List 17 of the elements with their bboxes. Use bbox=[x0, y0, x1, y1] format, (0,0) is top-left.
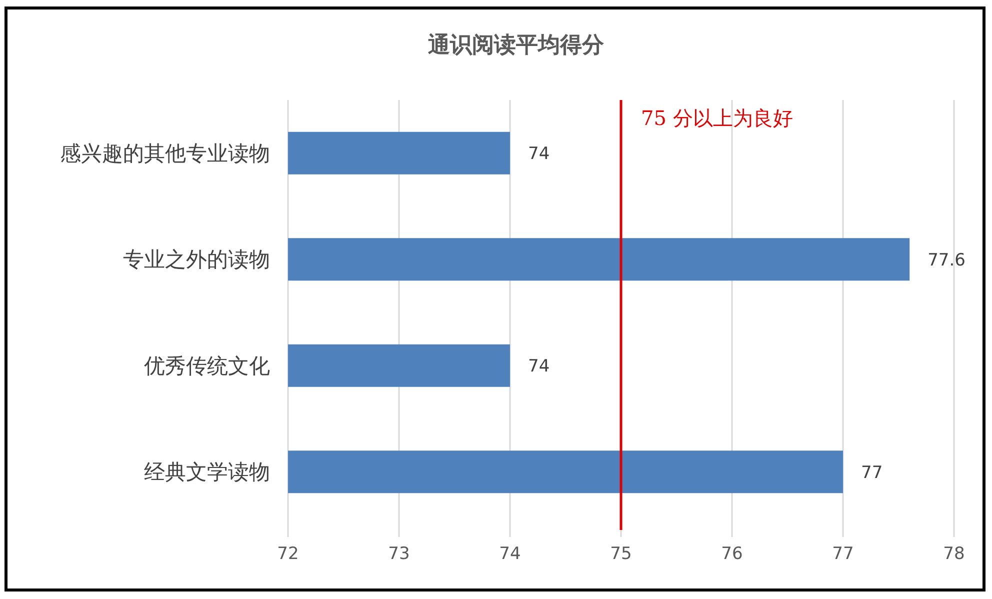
x-tick-label: 74 bbox=[499, 544, 521, 564]
x-tick-label: 75 bbox=[610, 544, 632, 564]
y-tick-label: 优秀传统文化 bbox=[144, 354, 270, 378]
data-label: 77.6 bbox=[928, 250, 966, 270]
data-label: 77 bbox=[861, 462, 883, 483]
x-tick-label: 78 bbox=[943, 544, 965, 564]
x-tick-label: 73 bbox=[388, 544, 410, 564]
data-label: 74 bbox=[528, 144, 550, 164]
y-tick-label: 感兴趣的其他专业读物 bbox=[60, 141, 270, 166]
x-tick-label: 76 bbox=[721, 544, 743, 564]
chart-title: 通识阅读平均得分 bbox=[427, 33, 605, 58]
y-tick-label: 专业之外的读物 bbox=[123, 248, 270, 272]
y-tick-label: 经典文学读物 bbox=[144, 460, 270, 484]
x-tick-label: 77 bbox=[832, 544, 854, 564]
x-tick-label: 72 bbox=[277, 544, 299, 564]
data-label: 74 bbox=[528, 356, 550, 377]
ref-line-label: 75 分以上为良好 bbox=[641, 106, 793, 130]
